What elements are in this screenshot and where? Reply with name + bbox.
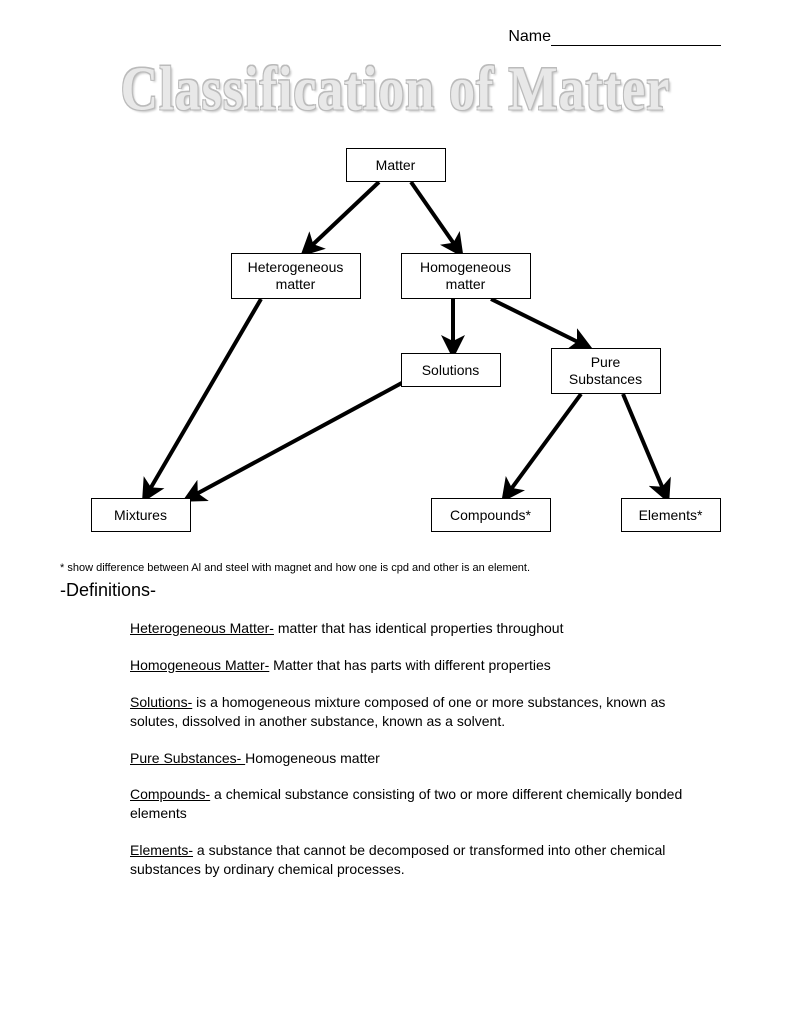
definition-text: a substance that cannot be decomposed or… <box>130 842 665 877</box>
definition-item: Pure Substances- Homogeneous matter <box>130 749 691 768</box>
definitions-list: Heterogeneous Matter- matter that has id… <box>130 619 691 879</box>
definition-text: matter that has identical properties thr… <box>274 620 564 636</box>
worksheet-page: Name Classification of Matter Matter Hete… <box>0 0 791 1024</box>
tree-edge-pure-compounds <box>506 394 581 496</box>
definition-term: Heterogeneous Matter- <box>130 620 274 636</box>
footnote-text: * show difference between Al and steel w… <box>60 562 731 574</box>
definitions-heading: -Definitions- <box>60 580 731 601</box>
definition-term: Pure Substances- <box>130 750 245 766</box>
tree-edge-hetero-mixtures <box>146 299 261 496</box>
name-blank-underline <box>551 45 721 46</box>
definition-item: Heterogeneous Matter- matter that has id… <box>130 619 691 638</box>
definition-text: Homogeneous matter <box>245 750 380 766</box>
page-title: Classification of Matter <box>60 54 731 125</box>
tree-node-homo: Homogeneous matter <box>401 253 531 299</box>
name-label: Name <box>508 28 551 45</box>
tree-edge-solutions-mixtures <box>189 378 411 498</box>
definition-term: Homogeneous Matter- <box>130 657 269 673</box>
definition-term: Elements- <box>130 842 193 858</box>
definition-text: Matter that has parts with different pro… <box>269 657 550 673</box>
definition-item: Compounds- a chemical substance consisti… <box>130 785 691 823</box>
tree-edge-homo-pure <box>491 299 586 346</box>
tree-node-elements: Elements* <box>621 498 721 532</box>
definition-text: a chemical substance consisting of two o… <box>130 786 682 821</box>
definition-term: Solutions- <box>130 694 192 710</box>
tree-node-solutions: Solutions <box>401 353 501 387</box>
tree-node-matter: Matter <box>346 148 446 182</box>
definition-item: Solutions- is a homogeneous mixture comp… <box>130 693 691 731</box>
definition-item: Elements- a substance that cannot be dec… <box>130 841 691 879</box>
definition-text: is a homogeneous mixture composed of one… <box>130 694 665 729</box>
tree-node-compounds: Compounds* <box>431 498 551 532</box>
tree-node-pure: Pure Substances <box>551 348 661 394</box>
title-container: Classification of Matter <box>60 60 731 130</box>
name-field-line: Name <box>508 28 721 46</box>
tree-edge-matter-hetero <box>306 182 379 251</box>
tree-node-mixtures: Mixtures <box>91 498 191 532</box>
definition-term: Compounds- <box>130 786 210 802</box>
classification-tree-diagram: Matter Heterogeneous matter Homogeneous ma… <box>61 148 731 548</box>
tree-node-hetero: Heterogeneous matter <box>231 253 361 299</box>
tree-edge-pure-elements <box>623 394 666 496</box>
tree-edge-matter-homo <box>411 182 459 251</box>
definition-item: Homogeneous Matter- Matter that has part… <box>130 656 691 675</box>
